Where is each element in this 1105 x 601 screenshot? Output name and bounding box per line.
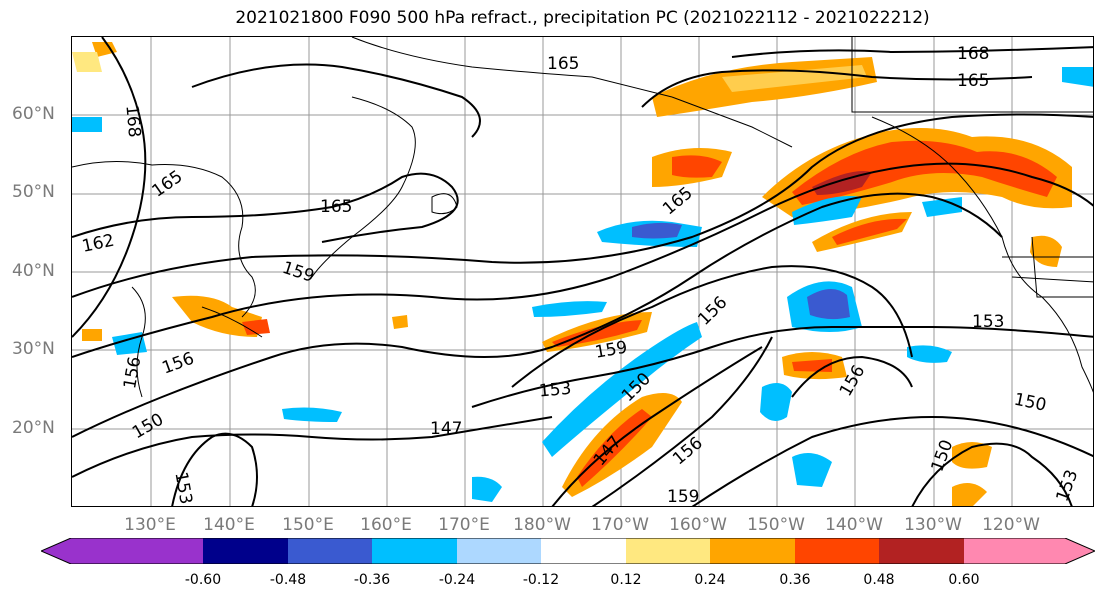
colorbar-tick-label: 0.36: [779, 572, 811, 588]
colorbar-tick-label: -0.24: [438, 572, 476, 588]
colorbar-cell: [964, 538, 1065, 564]
map-canvas: 168 165 165 162 159 156 156 153 150 147 …: [72, 37, 1093, 507]
contour-label: 147: [430, 419, 462, 439]
lon-label: 160°E: [360, 515, 412, 535]
contour-label: 156: [694, 293, 731, 330]
contour-label: 165: [547, 54, 579, 74]
coastlines: [72, 37, 1093, 398]
lon-label: 150°E: [282, 515, 334, 535]
contour-label: 150: [927, 437, 957, 474]
colorbar-tick-label: -0.36: [353, 572, 391, 588]
map-title: 2021021800 F090 500 hPa refract., precip…: [235, 8, 930, 28]
colorbar: [41, 538, 1095, 564]
contour-label-group: 168 165 165 162 159 156 156 153 150 147 …: [80, 44, 1082, 507]
precip-negative: [72, 67, 1093, 502]
lat-label-40n: 40°N: [12, 261, 55, 281]
colorbar-cell: [541, 538, 626, 564]
colorbar-cell: [626, 538, 710, 564]
lon-label: 170°W: [591, 515, 649, 535]
lat-label-60n: 60°N: [12, 104, 55, 124]
colorbar-tick-label: -0.48: [269, 572, 307, 588]
map-panel[interactable]: 168 165 165 162 159 156 156 153 150 147 …: [71, 36, 1094, 507]
contour-label: 165: [957, 71, 989, 91]
contour-label: 156: [669, 433, 707, 469]
lat-label-50n: 50°N: [12, 182, 55, 202]
lon-label: 130°E: [124, 515, 176, 535]
contour-label: 165: [148, 167, 186, 202]
lon-label: 140°E: [203, 515, 255, 535]
graticule: [72, 37, 1093, 506]
colorbar-cell: [795, 538, 879, 564]
lat-label-30n: 30°N: [12, 339, 55, 359]
contour-label: 153: [538, 379, 572, 402]
lon-label: 150°W: [747, 515, 805, 535]
lon-label: 180°W: [513, 515, 571, 535]
colorbar-cell: [203, 538, 288, 564]
lon-label: 140°W: [825, 515, 883, 535]
colorbar-tick-label: 0.24: [694, 572, 726, 588]
colorbar-cell: [710, 538, 795, 564]
colorbar-cell: [288, 538, 372, 564]
contour-label: 156: [120, 355, 145, 390]
contour-label: 156: [159, 349, 196, 379]
colorbar-cell: [372, 538, 457, 564]
contour-label: 153: [1052, 467, 1082, 504]
colorbar-tick-label: -0.12: [522, 572, 560, 588]
contour-label: 168: [957, 44, 989, 64]
contour-label: 153: [972, 312, 1004, 332]
contour-label: 162: [80, 231, 116, 257]
colorbar-tick-label: 0.12: [610, 572, 642, 588]
colorbar-cell: [457, 538, 541, 564]
contour-label: 165: [659, 183, 697, 219]
contour-label: 159: [594, 337, 629, 362]
colorbar-tick-label: -0.60: [184, 572, 222, 588]
contour-label: 159: [667, 487, 699, 507]
lon-label: 130°W: [904, 515, 962, 535]
lat-label-20n: 20°N: [12, 418, 55, 438]
contour-label: 150: [1012, 390, 1048, 416]
contour-label: 168: [121, 104, 144, 138]
contour-label: 150: [129, 410, 167, 444]
colorbar-extend-high: [1065, 538, 1095, 564]
colorbar-cell: [71, 538, 203, 564]
contour-label: 159: [280, 258, 317, 287]
contour-label: 165: [320, 197, 352, 217]
colorbar-tick-label: 0.48: [863, 572, 895, 588]
colorbar-extend-low: [41, 538, 71, 564]
colorbar-cell: [879, 538, 964, 564]
lon-label: 120°W: [982, 515, 1040, 535]
colorbar-cells: [41, 538, 1095, 564]
lon-label: 170°E: [438, 515, 490, 535]
colorbar-tick-label: 0.60: [948, 572, 980, 588]
lon-label: 160°W: [669, 515, 727, 535]
contour-lines: [72, 37, 1093, 506]
